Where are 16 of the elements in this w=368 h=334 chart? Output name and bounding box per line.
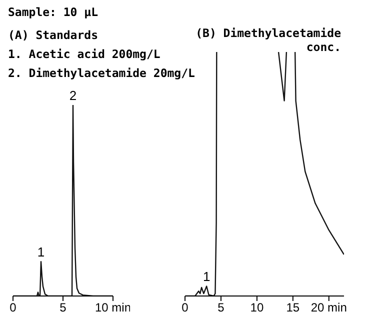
x-tick-label: 0 (182, 300, 189, 315)
x-tick-label: 15 (286, 300, 300, 315)
chart-title: (A) Standards (8, 27, 100, 44)
x-tick-label: 5 (60, 300, 67, 315)
x-tick-label: 20 min (310, 300, 347, 315)
x-tick-label: 0 (10, 300, 17, 315)
annotation: 1 (37, 244, 45, 260)
x-tick-label: 10 min (94, 300, 132, 315)
text: Sample: 10 µL (8, 4, 100, 21)
x-tick-label: 5 (218, 300, 225, 315)
annotation: 2. Dimethylacetamide 20mg/L (8, 65, 195, 82)
chart-title: (B) Dimethylacetamide conc. (196, 26, 341, 54)
annotation: 1 (202, 269, 210, 284)
x-tick-label: 10 (250, 300, 264, 315)
text: 1. Acetic acid 200mg/L (8, 46, 162, 63)
annotation: 2 (69, 88, 77, 103)
